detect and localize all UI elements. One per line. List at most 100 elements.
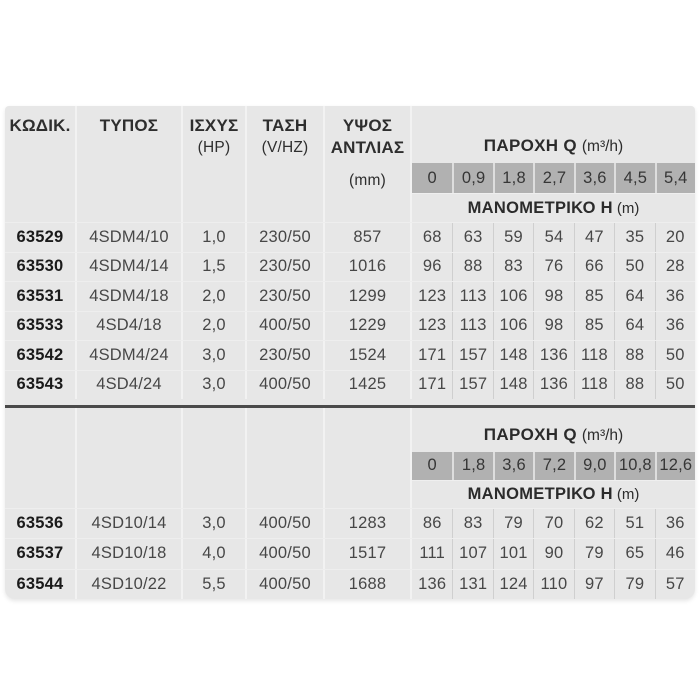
cell-head-0: 123 (418, 286, 447, 305)
cell-head-6: 57 (654, 569, 695, 599)
cell-head-5: 64 (614, 311, 654, 340)
table-row: 63543 4SD4/24 3,0 400/50 1425 171 157 14… (5, 369, 695, 399)
flow-value-cell: 5,4 (654, 163, 695, 193)
table-row: 63544 4SD10/22 5,5 400/50 1688 136 131 1… (5, 568, 695, 599)
cell-voltage: 230/50 (247, 223, 325, 252)
cell-head-6: 36 (654, 311, 695, 340)
cell-head-1: 83 (452, 508, 492, 538)
empty-header-cell (77, 407, 183, 508)
cell-code: 63530 (5, 252, 77, 281)
cell-height: 857 (325, 223, 412, 252)
cell-head-4: 118 (573, 341, 614, 370)
flow-value-cell: 3,6 (492, 451, 533, 480)
cell-head-5: 79 (614, 569, 654, 599)
cell-height: 1425 (325, 370, 412, 399)
spec-rows-section-2: 63536 4SD10/14 3,0 400/50 1283 86 83 79 … (5, 507, 695, 599)
pump-spec-table: ΚΩΔΙΚ. ΤΥΠΟΣ ΙΣΧΥΣ (HP) ΤΑΣΗ (V/HZ) ΥΨΟΣ… (5, 106, 695, 599)
flow-values-row: 0 0,9 1,8 2,7 3,6 4,5 5,4 (412, 163, 695, 193)
cell-head-2: 106 (492, 282, 533, 311)
cell-head-0: 123 (418, 316, 447, 335)
cell-head-0: 96 (422, 257, 442, 276)
cell-head-5: 88 (614, 370, 654, 399)
cell-head-4: 97 (573, 569, 614, 599)
column-header-label: ΤΑΣΗ (262, 116, 308, 135)
cell-height: 1299 (325, 282, 412, 311)
cell-head-2: 124 (492, 569, 533, 599)
cell-head-6: 20 (654, 223, 695, 252)
cell-head-5: 64 (614, 282, 654, 311)
cell-hp: 3,0 (183, 508, 247, 538)
column-header-label: ΙΣΧΥΣ (189, 116, 239, 135)
head-header: ΜΑΝΟΜΕΤΡΙΚΟ H (m) (412, 479, 695, 508)
spec-rows-section-1: 63529 4SDM4/10 1,0 230/50 857 68 63 59 5… (5, 222, 695, 399)
cell-head-5: 65 (614, 539, 654, 569)
cell-type: 4SD10/22 (77, 569, 183, 599)
cell-voltage: 230/50 (247, 341, 325, 370)
cell-head-0: 171 (418, 345, 447, 364)
flow-header-unit: (m³/h) (581, 426, 624, 444)
cell-head-6: 28 (654, 252, 695, 281)
cell-code: 63544 (5, 569, 77, 599)
cell-voltage: 400/50 (247, 569, 325, 599)
cell-head-4: 62 (573, 508, 614, 538)
table-row: 63531 4SDM4/18 2,0 230/50 1299 123 113 1… (5, 281, 695, 311)
cell-type: 4SDM4/10 (77, 223, 183, 252)
cell-head-4: 85 (573, 311, 614, 340)
cell-head-0: 68 (422, 227, 442, 246)
cell-head-1: 131 (452, 569, 492, 599)
cell-head-2: 79 (492, 508, 533, 538)
cell-type: 4SD10/18 (77, 539, 183, 569)
empty-header-cell (183, 407, 247, 508)
cell-head-5: 35 (614, 223, 654, 252)
flow-value-cell: 1,8 (452, 451, 492, 480)
flow-values-row: 0 1,8 3,6 7,2 9,0 10,8 12,6 (412, 451, 695, 480)
cell-height: 1283 (325, 508, 412, 538)
cell-head-3: 54 (533, 223, 573, 252)
section-separator (5, 405, 695, 408)
cell-code: 63537 (5, 539, 77, 569)
cell-hp: 1,0 (183, 223, 247, 252)
column-header-label: ΚΩΔΙΚ. (9, 116, 71, 135)
head-header: ΜΑΝΟΜΕΤΡΙΚΟ H (m) (412, 193, 695, 222)
cell-head-2: 59 (492, 223, 533, 252)
cell-hp: 3,0 (183, 341, 247, 370)
table-row: 63536 4SD10/14 3,0 400/50 1283 86 83 79 … (5, 507, 695, 538)
head-header-title: ΜΑΝΟΜΕΤΡΙΚΟ H (467, 484, 613, 503)
column-header-unit: (mm) (349, 172, 386, 190)
flow-value-cell: 12,6 (654, 451, 695, 480)
cell-voltage: 400/50 (247, 370, 325, 399)
cell-head-6: 50 (654, 370, 695, 399)
flow-header: ΠΑΡΟΧΗ Q (m³/h) (412, 106, 695, 163)
cell-head-5: 88 (614, 341, 654, 370)
cell-voltage: 230/50 (247, 282, 325, 311)
flow-value-cell: 9,0 (573, 451, 614, 480)
table-row: 63533 4SD4/18 2,0 400/50 1229 123 113 10… (5, 310, 695, 340)
cell-head-2: 106 (492, 311, 533, 340)
cell-hp: 3,0 (183, 370, 247, 399)
cell-hp: 1,5 (183, 252, 247, 281)
cell-head-0: 171 (418, 375, 447, 394)
head-header-unit: (m) (616, 485, 640, 503)
cell-head-3: 90 (533, 539, 573, 569)
cell-voltage: 230/50 (247, 252, 325, 281)
header-band-section-1: ΚΩΔΙΚ. ΤΥΠΟΣ ΙΣΧΥΣ (HP) ΤΑΣΗ (V/HZ) ΥΨΟΣ… (5, 106, 695, 222)
cell-type: 4SDM4/24 (77, 341, 183, 370)
flow-header-title: ΠΑΡΟΧΗ Q (483, 424, 577, 444)
table-row: 63530 4SDM4/14 1,5 230/50 1016 96 88 83 … (5, 251, 695, 281)
flow-value-cell: 3,6 (573, 163, 614, 193)
cell-head-5: 51 (614, 508, 654, 538)
cell-head-1: 157 (452, 341, 492, 370)
cell-head-3: 136 (533, 341, 573, 370)
cell-code: 63531 (5, 282, 77, 311)
column-header-unit: (HP) (197, 139, 231, 157)
cell-hp: 2,0 (183, 311, 247, 340)
cell-head-1: 113 (452, 311, 492, 340)
flow-header-unit: (m³/h) (581, 138, 624, 155)
cell-head-6: 46 (654, 539, 695, 569)
cell-head-6: 50 (654, 341, 695, 370)
cell-head-2: 148 (492, 370, 533, 399)
cell-hp: 2,0 (183, 282, 247, 311)
column-header-voltage: ΤΑΣΗ (V/HZ) (247, 106, 325, 222)
cell-hp: 5,5 (183, 569, 247, 599)
